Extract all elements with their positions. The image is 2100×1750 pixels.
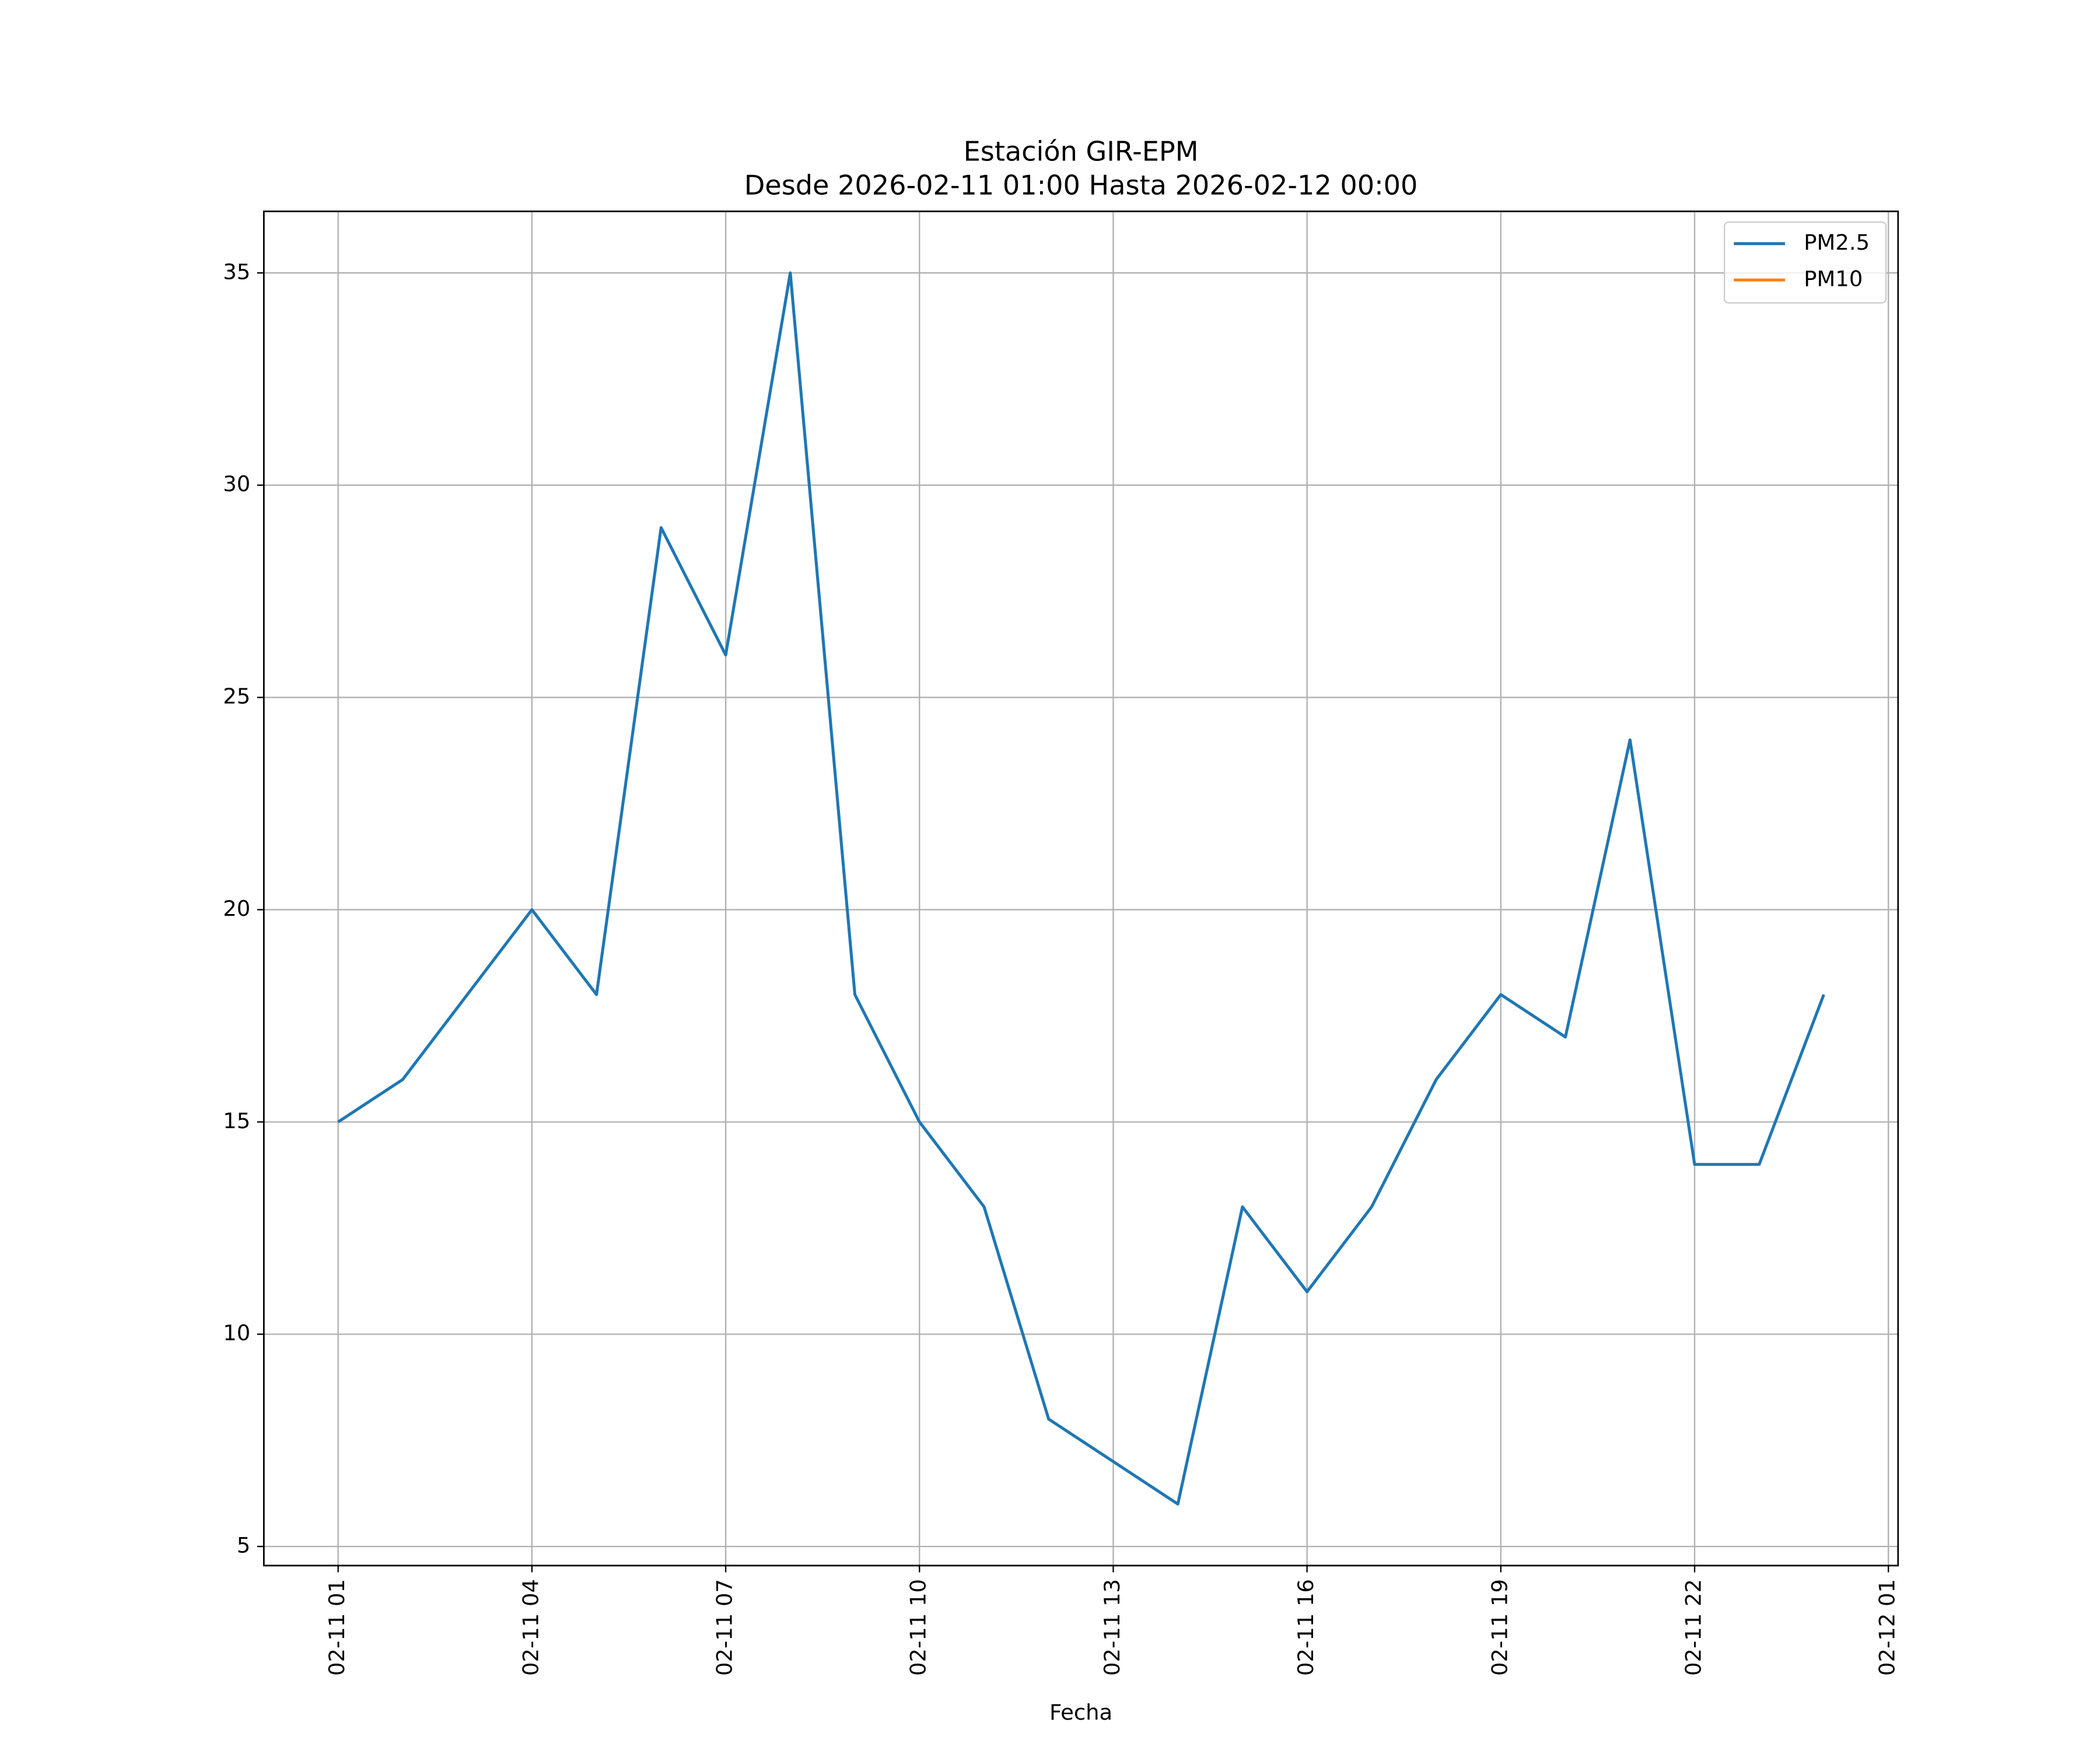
chart-title: Estación GIR-EPM	[964, 136, 1199, 167]
x-tick-label: 02-11 22	[1681, 1579, 1706, 1676]
x-tick-label: 02-11 04	[518, 1579, 543, 1676]
plot-frame	[262, 210, 1899, 1567]
x-tick-label: 02-11 16	[1293, 1579, 1318, 1676]
x-tick-label: 02-12 01	[1875, 1579, 1900, 1676]
x-tick-label: 02-11 07	[712, 1579, 737, 1676]
y-tick-label: 20	[223, 896, 250, 921]
y-tick-label: 25	[223, 684, 250, 709]
chart-subtitle: Desde 2026-02-11 01:00 Hasta 2026-02-12 …	[744, 169, 1418, 201]
x-axis-label: Fecha	[1049, 1700, 1112, 1725]
y-tick-label: 30	[223, 471, 250, 496]
legend-label: PM10	[1804, 267, 1863, 292]
x-tick-label: 02-11 13	[1100, 1579, 1125, 1676]
y-tick-label: 35	[223, 259, 250, 284]
legend-label: PM2.5	[1804, 230, 1870, 255]
x-tick-label: 02-11 10	[906, 1579, 931, 1676]
y-tick-label: 10	[223, 1321, 250, 1346]
data-line	[337, 271, 1825, 1506]
x-tick-label: 02-11 19	[1487, 1579, 1512, 1676]
y-tick-label: 15	[223, 1108, 250, 1133]
x-tick-label: 02-11 01	[324, 1579, 349, 1676]
y-tick-label: 5	[237, 1533, 250, 1558]
